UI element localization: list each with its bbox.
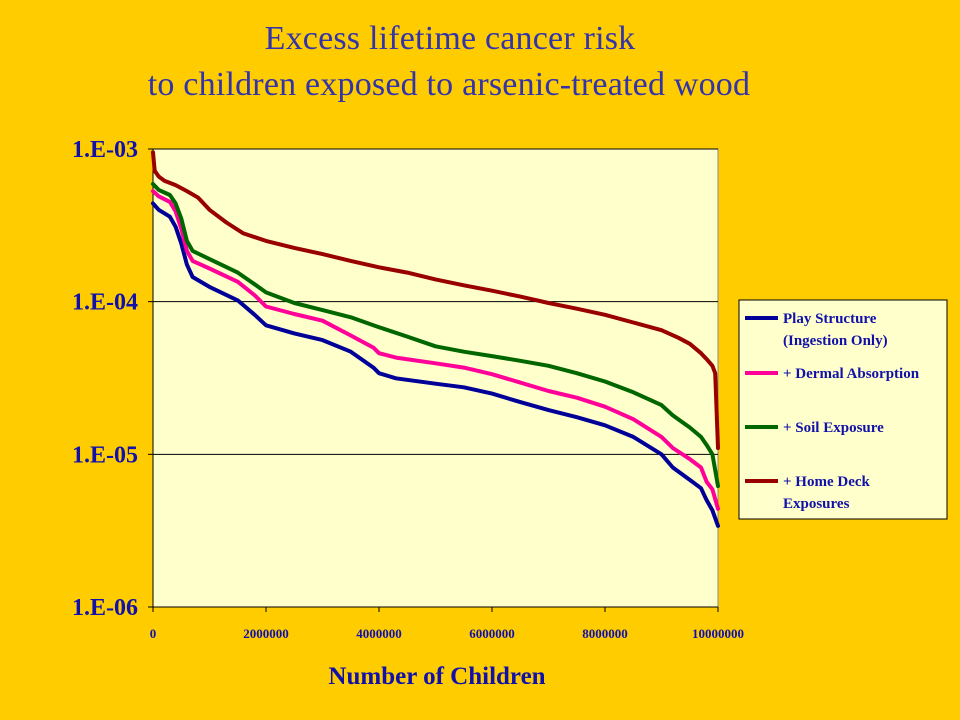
x-tick-label: 0 — [150, 626, 157, 641]
x-tick-label: 6000000 — [469, 626, 515, 641]
series-line-1 — [151, 201, 720, 528]
series-line-3 — [151, 182, 720, 488]
chart-title-line1: Excess lifetime cancer risk — [264, 20, 636, 57]
series-lines — [151, 150, 720, 528]
y-tick-label: 1.E-03 — [72, 137, 138, 163]
x-tick-labels: 0 2000000 4000000 6000000 8000000 10000000 — [150, 626, 744, 641]
legend-label: Exposures — [783, 496, 850, 512]
y-tick-label: 1.E-06 — [72, 595, 138, 621]
chart-title-line2: to children exposed to arsenic-treated w… — [147, 66, 751, 103]
legend-label: + Soil Exposure — [783, 420, 884, 436]
legend-label: + Home Deck — [783, 474, 871, 490]
x-tick-label: 2000000 — [243, 626, 289, 641]
series-line-4 — [151, 150, 720, 450]
legend-label: Play Structure — [783, 311, 877, 327]
plot-area — [152, 148, 719, 608]
legend: Play Structure (Ingestion Only) + Dermal A… — [738, 299, 948, 520]
y-tick-label: 1.E-05 — [72, 442, 138, 468]
x-tick-label: 8000000 — [582, 626, 628, 641]
legend-label: + Dermal Absorption — [783, 366, 920, 382]
x-tick-label: 4000000 — [356, 626, 402, 641]
axes — [148, 148, 719, 612]
x-axis-label: Number of Children — [328, 663, 545, 690]
y-tick-label: 1.E-04 — [72, 290, 138, 316]
y-tick-labels: 1.E-06 1.E-05 1.E-04 1.E-03 — [72, 137, 138, 621]
series-line-2 — [151, 189, 720, 511]
legend-label: (Ingestion Only) — [783, 333, 888, 349]
x-tick-label: 10000000 — [692, 626, 744, 641]
